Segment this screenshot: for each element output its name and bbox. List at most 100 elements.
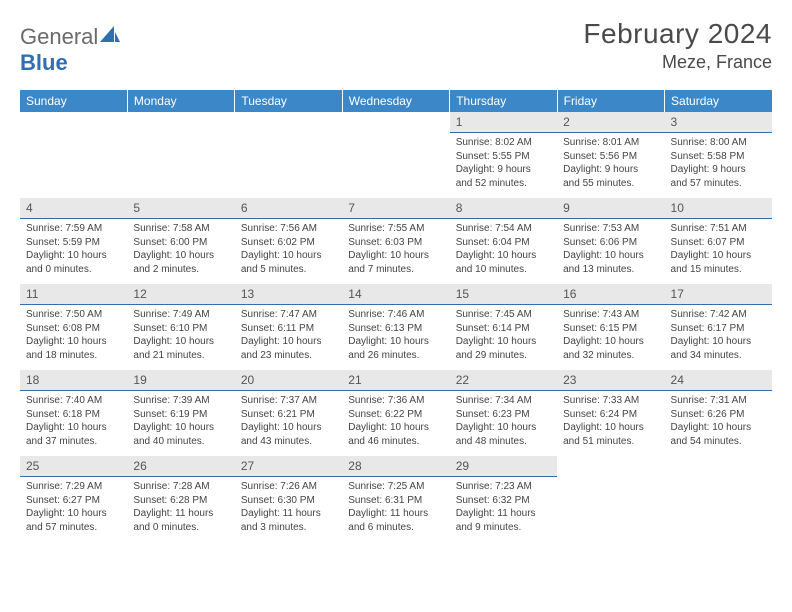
day-number: 25 [20, 456, 127, 477]
daylight-text: and 3 minutes. [241, 521, 336, 535]
daylight-text: Daylight: 11 hours [348, 507, 443, 521]
daylight-text: and 5 minutes. [241, 263, 336, 277]
sunrise-text: Sunrise: 7:45 AM [456, 308, 551, 322]
calendar-day-cell: 3Sunrise: 8:00 AMSunset: 5:58 PMDaylight… [665, 112, 772, 198]
calendar-table: SundayMondayTuesdayWednesdayThursdayFrid… [20, 90, 772, 542]
day-number: 26 [127, 456, 234, 477]
calendar-day-cell: 16Sunrise: 7:43 AMSunset: 6:15 PMDayligh… [557, 284, 664, 370]
sunset-text: Sunset: 6:13 PM [348, 322, 443, 336]
daylight-text: Daylight: 10 hours [348, 335, 443, 349]
page-title: February 2024 [583, 18, 772, 50]
daylight-text: Daylight: 10 hours [133, 421, 228, 435]
sunset-text: Sunset: 6:32 PM [456, 494, 551, 508]
sunset-text: Sunset: 6:27 PM [26, 494, 121, 508]
daylight-text: Daylight: 10 hours [456, 249, 551, 263]
daylight-text: and 37 minutes. [26, 435, 121, 449]
sunset-text: Sunset: 6:15 PM [563, 322, 658, 336]
sunset-text: Sunset: 5:56 PM [563, 150, 658, 164]
sunrise-text: Sunrise: 7:42 AM [671, 308, 766, 322]
daylight-text: Daylight: 9 hours [563, 163, 658, 177]
day-details: Sunrise: 7:47 AMSunset: 6:11 PMDaylight:… [235, 305, 342, 362]
sunset-text: Sunset: 6:26 PM [671, 408, 766, 422]
day-details: Sunrise: 7:59 AMSunset: 5:59 PMDaylight:… [20, 219, 127, 276]
day-details: Sunrise: 7:42 AMSunset: 6:17 PMDaylight:… [665, 305, 772, 362]
sunrise-text: Sunrise: 7:29 AM [26, 480, 121, 494]
daylight-text: and 10 minutes. [456, 263, 551, 277]
sunset-text: Sunset: 6:00 PM [133, 236, 228, 250]
sunrise-text: Sunrise: 7:56 AM [241, 222, 336, 236]
daylight-text: and 51 minutes. [563, 435, 658, 449]
daylight-text: Daylight: 10 hours [348, 249, 443, 263]
sunrise-text: Sunrise: 7:55 AM [348, 222, 443, 236]
calendar-day-cell: 21Sunrise: 7:36 AMSunset: 6:22 PMDayligh… [342, 370, 449, 456]
calendar-day-cell: 24Sunrise: 7:31 AMSunset: 6:26 PMDayligh… [665, 370, 772, 456]
daylight-text: Daylight: 10 hours [456, 335, 551, 349]
calendar-day-cell: 25Sunrise: 7:29 AMSunset: 6:27 PMDayligh… [20, 456, 127, 542]
day-details: Sunrise: 7:25 AMSunset: 6:31 PMDaylight:… [342, 477, 449, 534]
day-details: Sunrise: 7:50 AMSunset: 6:08 PMDaylight:… [20, 305, 127, 362]
day-number: 2 [557, 112, 664, 133]
sunset-text: Sunset: 6:18 PM [26, 408, 121, 422]
daylight-text: and 34 minutes. [671, 349, 766, 363]
daylight-text: and 18 minutes. [26, 349, 121, 363]
weekday-header: Thursday [450, 90, 557, 112]
calendar-day-cell: 6Sunrise: 7:56 AMSunset: 6:02 PMDaylight… [235, 198, 342, 284]
day-details: Sunrise: 7:54 AMSunset: 6:04 PMDaylight:… [450, 219, 557, 276]
daylight-text: Daylight: 10 hours [133, 249, 228, 263]
daylight-text: Daylight: 9 hours [671, 163, 766, 177]
weekday-header: Wednesday [342, 90, 449, 112]
calendar-day-cell: 23Sunrise: 7:33 AMSunset: 6:24 PMDayligh… [557, 370, 664, 456]
sunset-text: Sunset: 6:08 PM [26, 322, 121, 336]
day-number: 19 [127, 370, 234, 391]
sunset-text: Sunset: 6:10 PM [133, 322, 228, 336]
calendar-empty-cell [665, 456, 772, 542]
sunrise-text: Sunrise: 7:54 AM [456, 222, 551, 236]
day-number: 22 [450, 370, 557, 391]
sunrise-text: Sunrise: 8:02 AM [456, 136, 551, 150]
daylight-text: Daylight: 10 hours [671, 335, 766, 349]
daylight-text: Daylight: 10 hours [671, 249, 766, 263]
weekday-header: Tuesday [235, 90, 342, 112]
daylight-text: Daylight: 11 hours [456, 507, 551, 521]
daylight-text: and 52 minutes. [456, 177, 551, 191]
day-details: Sunrise: 7:45 AMSunset: 6:14 PMDaylight:… [450, 305, 557, 362]
daylight-text: and 57 minutes. [26, 521, 121, 535]
sunset-text: Sunset: 6:23 PM [456, 408, 551, 422]
sunset-text: Sunset: 5:55 PM [456, 150, 551, 164]
sunrise-text: Sunrise: 7:53 AM [563, 222, 658, 236]
weekday-header: Sunday [20, 90, 127, 112]
day-number: 9 [557, 198, 664, 219]
calendar-day-cell: 27Sunrise: 7:26 AMSunset: 6:30 PMDayligh… [235, 456, 342, 542]
daylight-text: and 46 minutes. [348, 435, 443, 449]
calendar-day-cell: 7Sunrise: 7:55 AMSunset: 6:03 PMDaylight… [342, 198, 449, 284]
daylight-text: and 0 minutes. [26, 263, 121, 277]
calendar-day-cell: 29Sunrise: 7:23 AMSunset: 6:32 PMDayligh… [450, 456, 557, 542]
day-details: Sunrise: 7:23 AMSunset: 6:32 PMDaylight:… [450, 477, 557, 534]
daylight-text: and 48 minutes. [456, 435, 551, 449]
daylight-text: Daylight: 10 hours [241, 421, 336, 435]
daylight-text: and 29 minutes. [456, 349, 551, 363]
calendar-day-cell: 9Sunrise: 7:53 AMSunset: 6:06 PMDaylight… [557, 198, 664, 284]
day-details: Sunrise: 7:58 AMSunset: 6:00 PMDaylight:… [127, 219, 234, 276]
daylight-text: and 7 minutes. [348, 263, 443, 277]
calendar-day-cell: 4Sunrise: 7:59 AMSunset: 5:59 PMDaylight… [20, 198, 127, 284]
daylight-text: and 21 minutes. [133, 349, 228, 363]
calendar-body: 1Sunrise: 8:02 AMSunset: 5:55 PMDaylight… [20, 112, 772, 542]
daylight-text: and 15 minutes. [671, 263, 766, 277]
day-details: Sunrise: 7:39 AMSunset: 6:19 PMDaylight:… [127, 391, 234, 448]
calendar-day-cell: 19Sunrise: 7:39 AMSunset: 6:19 PMDayligh… [127, 370, 234, 456]
daylight-text: and 40 minutes. [133, 435, 228, 449]
day-number: 12 [127, 284, 234, 305]
daylight-text: Daylight: 10 hours [563, 421, 658, 435]
calendar-day-cell: 2Sunrise: 8:01 AMSunset: 5:56 PMDaylight… [557, 112, 664, 198]
sunset-text: Sunset: 6:21 PM [241, 408, 336, 422]
sunset-text: Sunset: 6:06 PM [563, 236, 658, 250]
calendar-week-row: 1Sunrise: 8:02 AMSunset: 5:55 PMDaylight… [20, 112, 772, 198]
sunrise-text: Sunrise: 7:40 AM [26, 394, 121, 408]
calendar-week-row: 4Sunrise: 7:59 AMSunset: 5:59 PMDaylight… [20, 198, 772, 284]
calendar-day-cell: 5Sunrise: 7:58 AMSunset: 6:00 PMDaylight… [127, 198, 234, 284]
sunrise-text: Sunrise: 7:31 AM [671, 394, 766, 408]
day-details: Sunrise: 7:29 AMSunset: 6:27 PMDaylight:… [20, 477, 127, 534]
day-number: 20 [235, 370, 342, 391]
sunrise-text: Sunrise: 7:49 AM [133, 308, 228, 322]
